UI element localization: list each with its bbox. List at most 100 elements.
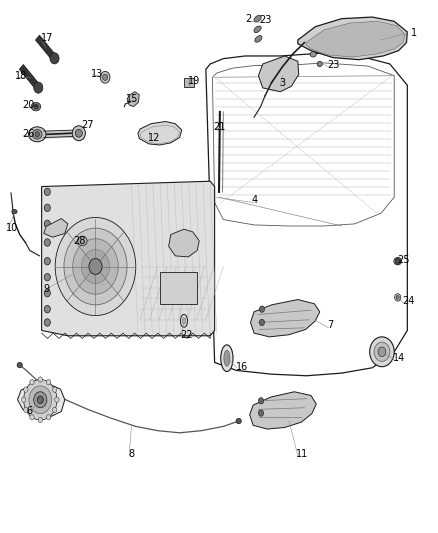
Circle shape: [44, 220, 50, 228]
Ellipse shape: [78, 236, 87, 246]
Ellipse shape: [255, 36, 262, 42]
Polygon shape: [251, 300, 320, 337]
Ellipse shape: [396, 295, 399, 300]
Text: 24: 24: [402, 296, 414, 306]
Circle shape: [44, 257, 50, 265]
Circle shape: [21, 397, 26, 402]
Circle shape: [44, 204, 50, 212]
Ellipse shape: [35, 132, 39, 137]
Polygon shape: [35, 35, 57, 61]
Circle shape: [259, 306, 265, 312]
Circle shape: [374, 342, 390, 361]
Circle shape: [395, 258, 400, 264]
Text: 15: 15: [126, 94, 138, 103]
Text: 4: 4: [252, 195, 258, 205]
Circle shape: [50, 53, 59, 64]
Ellipse shape: [224, 350, 230, 366]
Circle shape: [24, 387, 28, 392]
Circle shape: [30, 415, 34, 420]
Polygon shape: [42, 181, 215, 336]
Text: 14: 14: [393, 353, 406, 363]
Text: 18: 18: [15, 71, 28, 80]
Text: 20: 20: [22, 100, 34, 110]
Ellipse shape: [17, 362, 22, 368]
Text: 16: 16: [236, 362, 248, 372]
Text: 2: 2: [245, 14, 251, 23]
Ellipse shape: [182, 318, 186, 324]
Circle shape: [24, 407, 28, 413]
Ellipse shape: [102, 74, 108, 80]
Circle shape: [81, 249, 110, 284]
Bar: [160, 272, 197, 304]
Ellipse shape: [100, 71, 110, 83]
Ellipse shape: [34, 104, 38, 109]
Circle shape: [370, 337, 394, 367]
Circle shape: [44, 305, 50, 313]
Circle shape: [46, 415, 51, 420]
Circle shape: [378, 347, 386, 357]
Ellipse shape: [72, 126, 85, 141]
Polygon shape: [18, 384, 65, 417]
Circle shape: [258, 398, 264, 404]
Ellipse shape: [28, 127, 46, 142]
Polygon shape: [258, 56, 299, 92]
Text: 25: 25: [398, 255, 410, 265]
Circle shape: [37, 396, 43, 403]
Ellipse shape: [254, 26, 261, 33]
Circle shape: [34, 82, 43, 93]
Circle shape: [44, 319, 50, 326]
Ellipse shape: [254, 15, 261, 22]
Circle shape: [34, 392, 47, 408]
Text: 28: 28: [74, 236, 86, 246]
Circle shape: [89, 259, 102, 274]
Text: 11: 11: [296, 449, 308, 459]
Circle shape: [38, 377, 42, 382]
Polygon shape: [169, 229, 199, 257]
Circle shape: [258, 410, 264, 416]
Polygon shape: [298, 17, 407, 60]
Circle shape: [38, 417, 42, 423]
Circle shape: [55, 397, 59, 402]
Text: 27: 27: [81, 120, 94, 130]
Text: 7: 7: [328, 320, 334, 330]
Text: 1: 1: [411, 28, 417, 38]
Text: 9: 9: [43, 284, 49, 294]
Text: 23: 23: [328, 60, 340, 70]
Ellipse shape: [236, 418, 241, 424]
Polygon shape: [127, 92, 139, 107]
Polygon shape: [44, 219, 68, 237]
Circle shape: [46, 379, 51, 385]
Circle shape: [64, 228, 127, 305]
Circle shape: [44, 273, 50, 281]
Text: 26: 26: [22, 130, 34, 139]
Ellipse shape: [12, 209, 17, 214]
Circle shape: [44, 289, 50, 297]
Ellipse shape: [31, 102, 41, 111]
Circle shape: [259, 319, 265, 326]
Text: 21: 21: [214, 122, 226, 132]
Ellipse shape: [317, 61, 322, 67]
Ellipse shape: [395, 294, 401, 301]
Text: 8: 8: [128, 449, 134, 459]
Polygon shape: [138, 122, 182, 145]
Text: 23: 23: [260, 15, 272, 25]
Polygon shape: [19, 64, 40, 90]
Ellipse shape: [394, 257, 402, 265]
Circle shape: [55, 217, 136, 316]
Circle shape: [24, 379, 57, 420]
Circle shape: [53, 387, 57, 392]
Text: 22: 22: [180, 330, 193, 340]
Text: 10: 10: [6, 223, 18, 233]
Bar: [184, 78, 194, 87]
Polygon shape: [306, 21, 405, 57]
Text: 6: 6: [26, 407, 32, 416]
Text: 3: 3: [279, 78, 286, 87]
Circle shape: [53, 407, 57, 413]
Circle shape: [30, 379, 34, 385]
Polygon shape: [250, 392, 316, 429]
Ellipse shape: [75, 130, 82, 137]
Text: 13: 13: [91, 69, 103, 78]
Text: 19: 19: [187, 76, 200, 86]
Text: 17: 17: [41, 34, 53, 43]
Ellipse shape: [221, 345, 233, 372]
